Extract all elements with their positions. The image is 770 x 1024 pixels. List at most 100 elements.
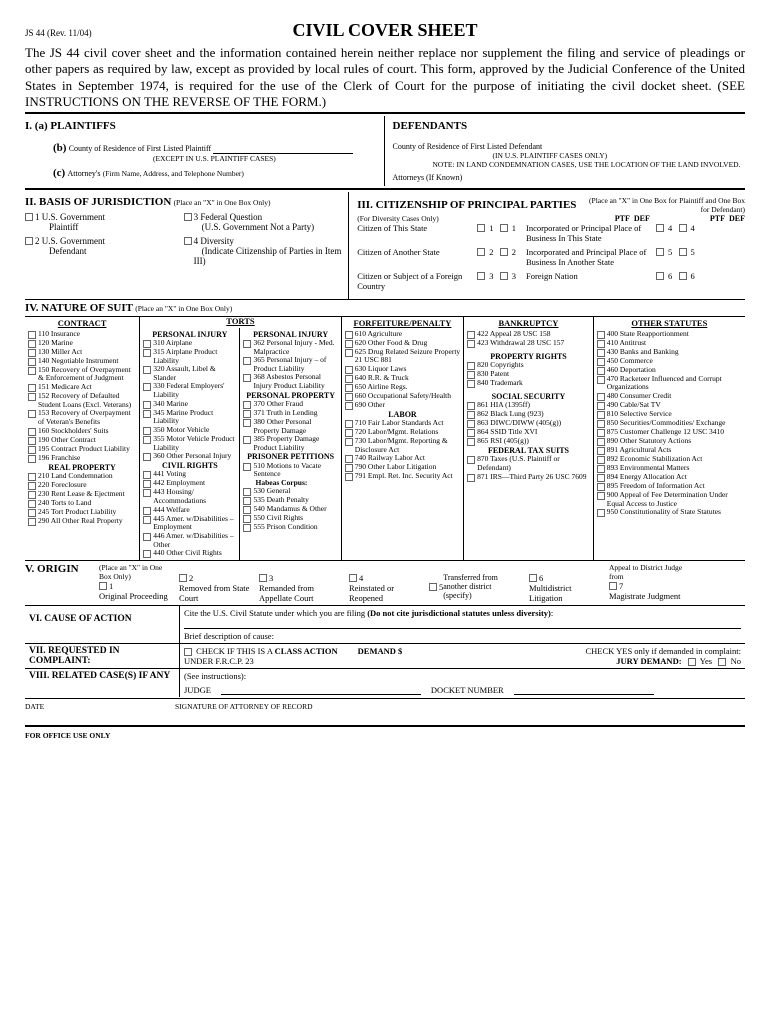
checkbox[interactable] — [28, 410, 36, 418]
checkbox[interactable] — [597, 402, 605, 410]
checkbox[interactable] — [28, 384, 36, 392]
checkbox[interactable] — [143, 516, 151, 524]
checkbox[interactable] — [345, 375, 353, 383]
checkbox[interactable] — [345, 438, 353, 446]
checkbox[interactable] — [143, 471, 151, 479]
checkbox[interactable] — [243, 515, 251, 523]
checkbox[interactable] — [467, 371, 475, 379]
checkbox[interactable] — [467, 331, 475, 339]
checkbox[interactable] — [597, 367, 605, 375]
checkbox[interactable] — [184, 648, 192, 656]
checkbox[interactable] — [477, 224, 485, 232]
checkbox[interactable] — [28, 393, 36, 401]
checkbox[interactable] — [345, 331, 353, 339]
checkbox[interactable] — [28, 358, 36, 366]
checkbox[interactable] — [143, 401, 151, 409]
checkbox[interactable] — [243, 374, 251, 382]
checkbox[interactable] — [345, 420, 353, 428]
checkbox[interactable] — [467, 362, 475, 370]
checkbox[interactable] — [679, 272, 687, 280]
checkbox[interactable] — [597, 340, 605, 348]
checkbox[interactable] — [345, 340, 353, 348]
checkbox[interactable] — [500, 272, 508, 280]
checkbox[interactable] — [500, 224, 508, 232]
checkbox[interactable] — [597, 465, 605, 473]
checkbox[interactable] — [28, 509, 36, 517]
checkbox[interactable] — [28, 482, 36, 490]
checkbox[interactable] — [467, 420, 475, 428]
checkbox[interactable] — [28, 367, 36, 375]
checkbox[interactable] — [143, 507, 151, 515]
checkbox[interactable] — [143, 453, 151, 461]
checkbox[interactable] — [179, 574, 187, 582]
checkbox[interactable] — [143, 533, 151, 541]
checkbox[interactable] — [656, 224, 664, 232]
checkbox[interactable] — [477, 272, 485, 280]
checkbox[interactable] — [243, 401, 251, 409]
checkbox[interactable] — [349, 574, 357, 582]
checkbox[interactable] — [243, 410, 251, 418]
checkbox[interactable] — [143, 436, 151, 444]
checkbox[interactable] — [345, 473, 353, 481]
checkbox[interactable] — [28, 437, 36, 445]
checkbox[interactable] — [25, 237, 33, 245]
checkbox[interactable] — [28, 491, 36, 499]
checkbox[interactable] — [656, 248, 664, 256]
checkbox[interactable] — [243, 357, 251, 365]
checkbox[interactable] — [345, 429, 353, 437]
checkbox[interactable] — [597, 438, 605, 446]
checkbox[interactable] — [243, 524, 251, 532]
checkbox[interactable] — [345, 366, 353, 374]
checkbox[interactable] — [143, 349, 151, 357]
checkbox[interactable] — [429, 583, 437, 591]
checkbox[interactable] — [259, 574, 267, 582]
checkbox[interactable] — [143, 480, 151, 488]
checkbox[interactable] — [597, 474, 605, 482]
checkbox[interactable] — [597, 393, 605, 401]
checkbox[interactable] — [467, 474, 475, 482]
checkbox[interactable] — [28, 340, 36, 348]
checkbox[interactable] — [143, 383, 151, 391]
checkbox[interactable] — [679, 248, 687, 256]
checkbox[interactable] — [243, 497, 251, 505]
checkbox[interactable] — [28, 455, 36, 463]
checkbox[interactable] — [25, 213, 33, 221]
checkbox[interactable] — [243, 340, 251, 348]
checkbox[interactable] — [345, 384, 353, 392]
checkbox[interactable] — [243, 488, 251, 496]
checkbox[interactable] — [28, 446, 36, 454]
checkbox[interactable] — [467, 380, 475, 388]
checkbox[interactable] — [597, 376, 605, 384]
checkbox[interactable] — [597, 447, 605, 455]
checkbox[interactable] — [609, 582, 617, 590]
checkbox[interactable] — [28, 473, 36, 481]
checkbox[interactable] — [243, 419, 251, 427]
checkbox[interactable] — [243, 463, 251, 471]
checkbox[interactable] — [529, 574, 537, 582]
checkbox[interactable] — [28, 500, 36, 508]
checkbox[interactable] — [28, 331, 36, 339]
checkbox[interactable] — [467, 456, 475, 464]
checkbox[interactable] — [143, 410, 151, 418]
checkbox[interactable] — [345, 455, 353, 463]
checkbox[interactable] — [143, 489, 151, 497]
checkbox[interactable] — [345, 402, 353, 410]
checkbox[interactable] — [467, 402, 475, 410]
checkbox[interactable] — [243, 506, 251, 514]
checkbox[interactable] — [597, 509, 605, 517]
checkbox[interactable] — [597, 429, 605, 437]
checkbox[interactable] — [597, 492, 605, 500]
checkbox[interactable] — [243, 436, 251, 444]
checkbox[interactable] — [345, 393, 353, 401]
checkbox[interactable] — [28, 349, 36, 357]
checkbox[interactable] — [28, 428, 36, 436]
checkbox[interactable] — [688, 658, 696, 666]
checkbox[interactable] — [345, 349, 353, 357]
checkbox[interactable] — [99, 582, 107, 590]
checkbox[interactable] — [143, 550, 151, 558]
checkbox[interactable] — [597, 483, 605, 491]
checkbox[interactable] — [597, 331, 605, 339]
checkbox[interactable] — [143, 340, 151, 348]
checkbox[interactable] — [597, 456, 605, 464]
checkbox[interactable] — [467, 411, 475, 419]
